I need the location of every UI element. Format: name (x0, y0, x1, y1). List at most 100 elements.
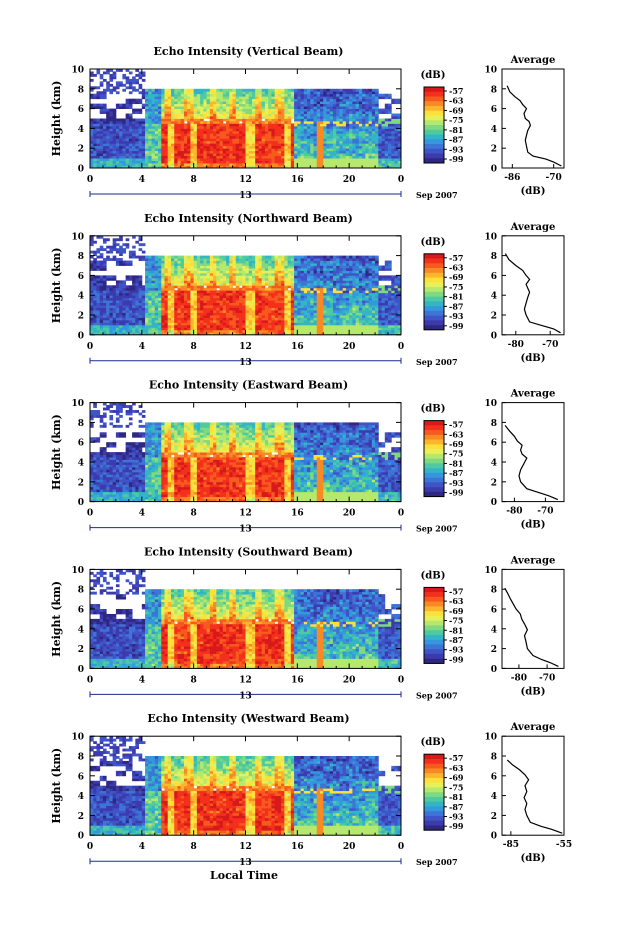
heatmap-cell (138, 322, 143, 326)
heatmap-cell (248, 295, 253, 299)
heatmap-cell (177, 258, 182, 261)
heatmap-cell (193, 270, 198, 274)
heatmap-cell (368, 108, 373, 112)
heatmap-cell (183, 302, 188, 306)
heatmap-cell (112, 329, 117, 333)
heatmap-cell (345, 103, 350, 107)
heatmap-cell (112, 322, 117, 326)
heatmap-cell (300, 158, 305, 161)
heatmap-cell (200, 140, 204, 144)
heatmap-cell (219, 305, 224, 308)
heatmap-cell (222, 138, 227, 142)
heatmap-cell (391, 163, 395, 166)
heatmap-cell (229, 275, 233, 279)
heatmap-cell (349, 118, 353, 122)
heatmap-cell (251, 153, 256, 157)
heatmap-cell (209, 108, 214, 112)
heatmap-cell (332, 98, 337, 102)
heatmap-cell (388, 133, 392, 137)
heatmap-cell (112, 275, 117, 279)
heatmap-cell (235, 312, 240, 316)
heatmap-cell (219, 290, 224, 294)
heatmap-cell (180, 118, 185, 122)
heatmap-cell (349, 116, 353, 119)
heatmap-cell (96, 143, 101, 147)
heatmap-cell (203, 260, 208, 264)
heatmap-cell (226, 272, 230, 276)
heatmap-cell (112, 153, 117, 157)
heatmap-cell (284, 275, 289, 279)
heatmap-cell (96, 160, 101, 164)
heatmap-cell (145, 292, 149, 296)
heatmap-cell (93, 253, 97, 257)
heatmap-cell (206, 295, 211, 299)
heatmap-cell (355, 91, 360, 95)
heatmap-cell (342, 143, 347, 147)
heatmap-cell (190, 101, 195, 105)
heatmap-cell (158, 300, 162, 304)
heatmap-cell (190, 98, 195, 102)
heatmap-cell (264, 155, 269, 159)
heatmap-cell (125, 153, 130, 157)
heatmap-cell (177, 165, 182, 169)
heatmap-cell (164, 290, 169, 294)
heatmap-cell (145, 255, 149, 259)
heatmap-cell (106, 332, 110, 336)
heatmap-cell (151, 272, 156, 276)
heatmap-cell (242, 140, 246, 144)
heatmap-cell (109, 123, 114, 127)
heatmap-cell (200, 153, 204, 157)
heatmap-cell (200, 322, 204, 326)
heatmap-cell (209, 143, 214, 147)
heatmap-cell (167, 160, 172, 164)
heatmap-cell (384, 148, 389, 152)
heatmap-cell (209, 133, 214, 137)
heatmap-cell (284, 140, 289, 144)
heatmap-cell (138, 123, 143, 127)
heatmap-cell (222, 285, 227, 289)
heatmap-cell (268, 153, 272, 157)
heatmap-cell (245, 275, 250, 279)
heatmap-cell (258, 260, 263, 264)
heatmap-cell (281, 120, 285, 124)
heatmap-cell (200, 329, 204, 333)
heatmap-cell (323, 158, 327, 161)
heatmap-cell (294, 165, 298, 169)
heatmap-cell (112, 135, 117, 139)
heatmap-cell (235, 315, 240, 318)
heatmap-cell (209, 324, 214, 328)
heatmap-cell (339, 130, 344, 134)
heatmap-cell (180, 93, 185, 97)
heatmap-cell (368, 133, 373, 137)
heatmap-cell (222, 282, 227, 286)
heatmap-cell (216, 282, 220, 286)
heatmap-cell (219, 272, 224, 276)
heatmap-cell (352, 116, 357, 119)
heatmap-cell (161, 101, 165, 105)
heatmap-cell (99, 265, 104, 269)
heatmap-cell (277, 332, 282, 336)
heatmap-cell (164, 270, 169, 274)
heatmap-cell (358, 128, 363, 132)
heatmap-cell (268, 160, 272, 164)
heatmap-cell (154, 322, 159, 326)
heatmap-cell (388, 125, 392, 129)
heatmap-cell (141, 135, 146, 139)
heatmap-cell (281, 295, 285, 299)
heatmap-cell (180, 319, 185, 323)
heatmap-cell (232, 312, 237, 316)
heatmap-cell (290, 158, 295, 161)
heatmap-cell (99, 245, 104, 249)
heatmap-cell (255, 113, 259, 117)
heatmap-cell (102, 133, 107, 137)
heatmap-cell (294, 88, 298, 92)
heatmap-cell (206, 155, 211, 159)
heatmap-cell (170, 150, 175, 154)
heatmap-cell (303, 165, 308, 169)
heatmap-cell (251, 270, 256, 274)
heatmap-cell (213, 324, 217, 328)
heatmap-cell (264, 287, 269, 291)
heatmap-cell (180, 108, 185, 112)
heatmap-cell (106, 88, 110, 92)
heatmap-cell (193, 287, 198, 291)
